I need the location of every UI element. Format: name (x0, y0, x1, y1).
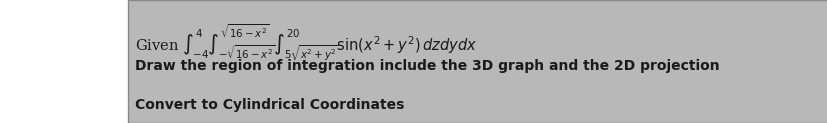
Bar (128, 0, 827, 123)
Text: Draw the region of integration include the 3D graph and the 2D projection: Draw the region of integration include t… (135, 59, 719, 73)
Text: Given $\int_{-4}^{4} \int_{-\sqrt{16-x^2}}^{\sqrt{16-x^2}} \int_{5\sqrt{x^2+y^2}: Given $\int_{-4}^{4} \int_{-\sqrt{16-x^2… (135, 22, 476, 63)
Text: Convert to Cylindrical Coordinates: Convert to Cylindrical Coordinates (135, 98, 404, 112)
